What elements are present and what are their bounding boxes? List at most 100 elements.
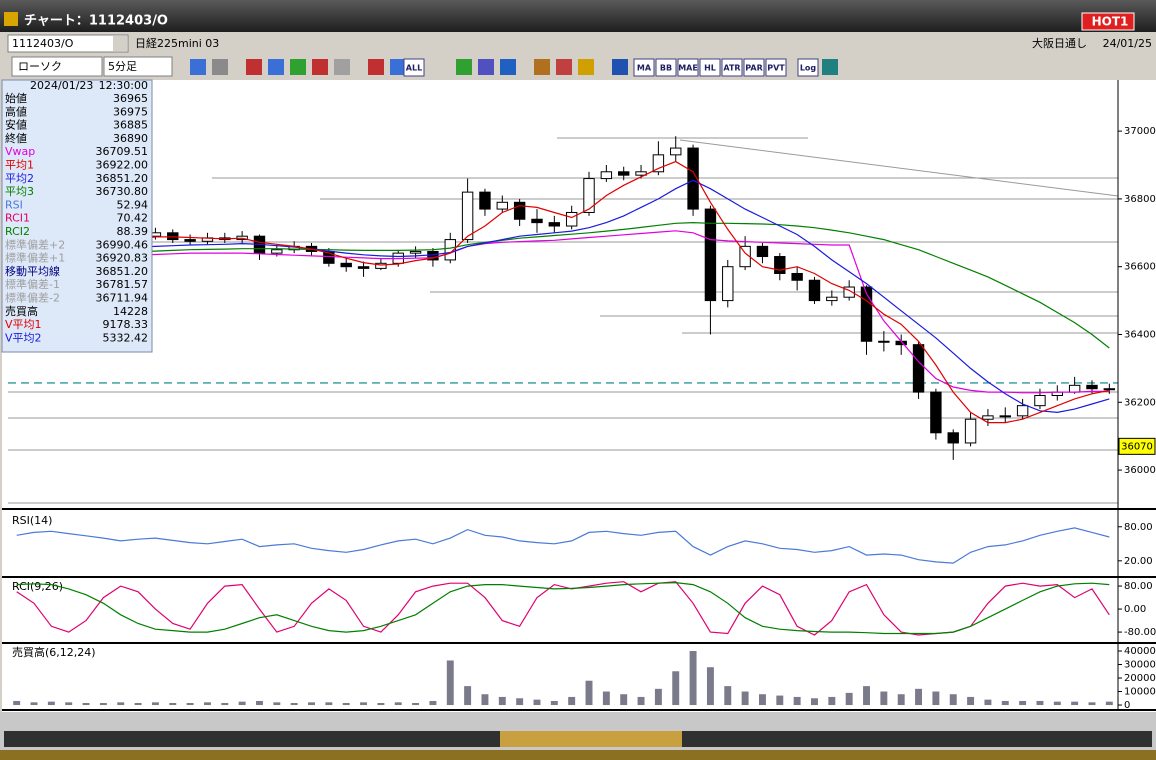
volume-bar bbox=[99, 703, 107, 706]
info-value: 36709.51 bbox=[96, 145, 149, 158]
tool-button[interactable] bbox=[403, 58, 425, 77]
icon[interactable] bbox=[212, 59, 228, 75]
tool-button[interactable] bbox=[721, 58, 743, 77]
text-buttons: ALL MA BB MAE HL ATR PAR PVT Log bbox=[403, 58, 819, 77]
hot-badge-text[interactable]: HOT1 bbox=[1092, 15, 1129, 29]
volume-bar bbox=[377, 703, 385, 706]
volume-bar bbox=[585, 680, 593, 706]
scroll-thumb[interactable] bbox=[500, 731, 682, 747]
info-label: Vwap bbox=[5, 145, 35, 158]
tool-button-label[interactable]: MA bbox=[637, 64, 652, 73]
session: 大阪日通し bbox=[1032, 36, 1087, 50]
icon[interactable] bbox=[368, 59, 384, 75]
icon[interactable] bbox=[478, 59, 494, 75]
hot-badge[interactable] bbox=[1081, 12, 1135, 31]
volume-bar bbox=[273, 702, 281, 706]
volume-bar bbox=[967, 696, 975, 706]
info-value: 70.42 bbox=[117, 212, 149, 225]
icon[interactable] bbox=[500, 59, 516, 75]
icon[interactable] bbox=[312, 59, 328, 75]
volume-bar bbox=[758, 694, 766, 706]
candle-body bbox=[756, 245, 769, 258]
indicator-line bbox=[16, 527, 1110, 564]
panel-title: RCI(9,26) bbox=[12, 580, 63, 593]
y-tick-label: 0.00 bbox=[1124, 604, 1146, 615]
tool-button[interactable] bbox=[797, 58, 819, 77]
icon[interactable] bbox=[822, 59, 838, 75]
info-date: 2024/01/23 bbox=[30, 79, 93, 92]
candle-body bbox=[375, 262, 387, 269]
icon[interactable] bbox=[334, 59, 350, 75]
info-label: 始値 bbox=[5, 91, 27, 105]
tool-button-label[interactable]: ALL bbox=[406, 64, 422, 73]
volume-bar bbox=[932, 691, 940, 706]
tool-button-label[interactable]: Log bbox=[800, 64, 817, 73]
candle-body bbox=[947, 432, 959, 444]
tool-button-label[interactable]: PVT bbox=[767, 64, 785, 73]
candle-body bbox=[687, 147, 699, 210]
volume-bar bbox=[412, 703, 420, 706]
tool-button[interactable] bbox=[655, 58, 677, 77]
info-value: 36885 bbox=[113, 119, 148, 132]
info-label: RCI1 bbox=[5, 212, 30, 225]
info-label: 標準偏差+2 bbox=[5, 237, 65, 251]
support-lines bbox=[8, 137, 1119, 504]
symbol[interactable]: 1112403/O bbox=[12, 37, 74, 50]
icon[interactable] bbox=[534, 59, 550, 75]
tool-button-label[interactable]: HL bbox=[704, 64, 716, 73]
indicator-line bbox=[16, 160, 1110, 424]
volume-bar bbox=[706, 667, 714, 706]
y-tick-label: 36800 bbox=[1124, 194, 1156, 205]
volume-bar bbox=[550, 700, 558, 706]
icon[interactable] bbox=[290, 59, 306, 75]
tool-button-label[interactable]: ATR bbox=[723, 64, 740, 73]
icon[interactable] bbox=[556, 59, 572, 75]
tool-button-label[interactable]: BB bbox=[660, 64, 672, 73]
info-value: 36975 bbox=[113, 105, 148, 118]
candle-body bbox=[1103, 388, 1116, 391]
candle-body bbox=[878, 340, 890, 343]
tool-button-label[interactable]: MAE bbox=[678, 64, 698, 73]
chart-style[interactable]: ローソク bbox=[18, 60, 62, 73]
interval-select[interactable] bbox=[103, 56, 173, 77]
tool-button[interactable] bbox=[699, 58, 721, 77]
candle-body bbox=[548, 222, 561, 227]
info-label: RCI2 bbox=[5, 225, 30, 238]
volume-bar bbox=[1088, 702, 1096, 706]
symbol-box[interactable] bbox=[7, 34, 129, 53]
indicator-line bbox=[16, 581, 1110, 636]
tool-button[interactable] bbox=[633, 58, 655, 77]
icon[interactable] bbox=[246, 59, 262, 75]
instrument-name: 日経225mini 03 bbox=[135, 37, 219, 50]
interval[interactable]: 5分足 bbox=[108, 60, 137, 73]
volume-bar bbox=[1036, 700, 1044, 706]
y-tick-label: 30000 bbox=[1124, 660, 1156, 671]
candle-body bbox=[496, 201, 508, 210]
tool-button[interactable] bbox=[743, 58, 765, 77]
tool-button[interactable] bbox=[677, 58, 699, 77]
icon[interactable] bbox=[578, 59, 594, 75]
dropdown-arrow[interactable] bbox=[113, 36, 127, 51]
icon[interactable] bbox=[456, 59, 472, 75]
info-value: 9178.33 bbox=[103, 318, 149, 331]
icon[interactable] bbox=[190, 59, 206, 75]
candle-body bbox=[791, 272, 803, 281]
icon[interactable] bbox=[268, 59, 284, 75]
volume-bar bbox=[47, 701, 55, 706]
style-select[interactable] bbox=[11, 56, 103, 77]
info-label: RSI bbox=[5, 198, 23, 211]
icon[interactable] bbox=[612, 59, 628, 75]
icon[interactable] bbox=[390, 59, 406, 75]
info-time: 12:30:00 bbox=[99, 79, 148, 92]
volume-bar bbox=[65, 702, 73, 706]
volume-bar bbox=[776, 695, 784, 706]
volume-bar bbox=[446, 660, 454, 706]
volume-bar bbox=[203, 702, 211, 706]
volume-bar bbox=[828, 696, 836, 706]
tool-button[interactable] bbox=[765, 58, 787, 77]
tool-button-label[interactable]: PAR bbox=[745, 64, 762, 73]
volume-bar bbox=[1105, 701, 1113, 706]
candle-body bbox=[999, 415, 1011, 418]
y-tick-label: 10000 bbox=[1124, 687, 1156, 698]
